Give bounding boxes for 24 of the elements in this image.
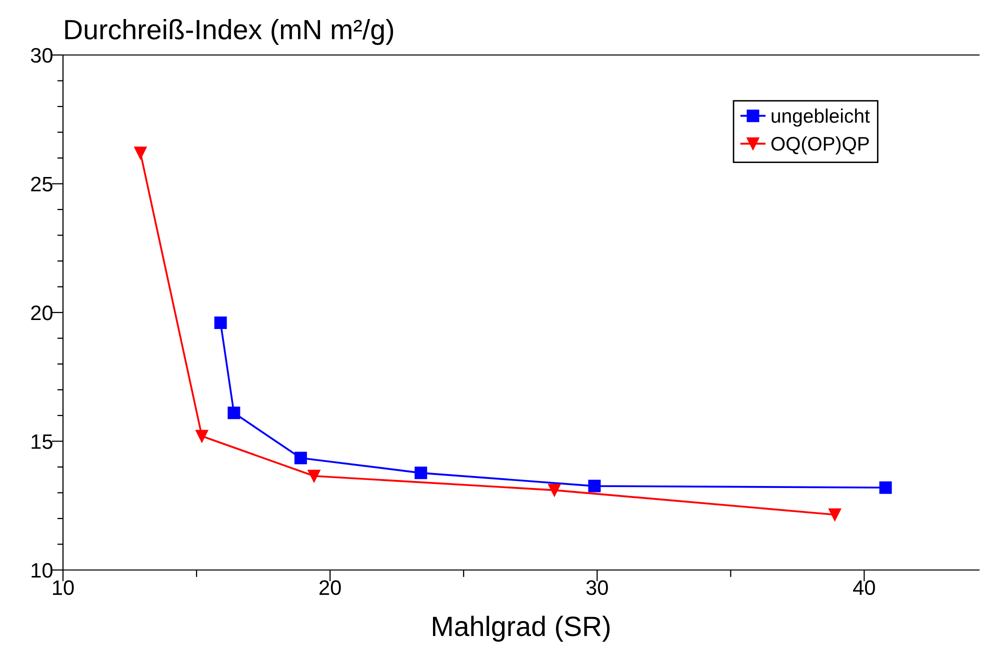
point: [294, 452, 307, 464]
legend-label: OQ(OP)QP: [771, 136, 869, 155]
point: [588, 480, 601, 492]
y-axis-title: Durchreiß-Index (mN m²/g): [65, 19, 394, 45]
x-tick-label: 40: [853, 580, 875, 596]
x-tick-label: 10: [53, 580, 74, 596]
point: [414, 466, 428, 480]
legend-label: ungebleicht: [772, 108, 870, 127]
point: [828, 508, 842, 521]
point: [879, 481, 892, 494]
point: [196, 430, 208, 442]
point: [214, 316, 227, 330]
point: [548, 484, 561, 496]
y-tick-label: 10: [32, 563, 52, 578]
point: [228, 406, 240, 420]
y-tick-label: 20: [31, 306, 52, 320]
x-tick-label: 30: [586, 580, 608, 596]
point: [308, 470, 320, 482]
y-tick-label: 15: [32, 434, 52, 450]
x-axis-title: Mahlgrad (SR): [433, 616, 610, 642]
y-tick-label: 30: [30, 48, 52, 63]
y-tick-label: 25: [31, 176, 52, 192]
point: [134, 146, 147, 160]
x-tick-label: 20: [320, 580, 341, 596]
